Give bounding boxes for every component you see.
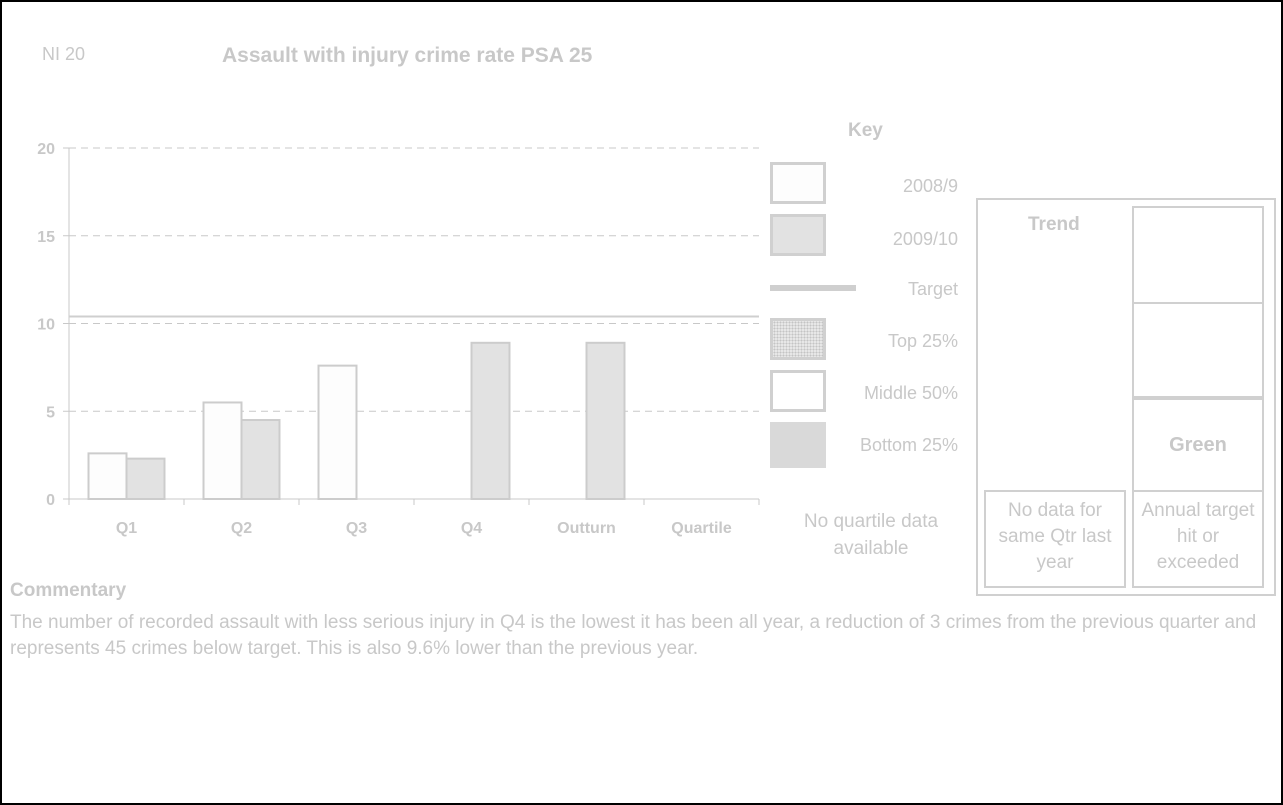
- x-tick-label: Q4: [461, 520, 482, 537]
- indicator-code: NI 20: [42, 44, 86, 64]
- y-tick-label: 20: [37, 141, 55, 158]
- trend-right-caption-box: [1132, 490, 1264, 588]
- trend-title: Trend: [1028, 214, 1080, 235]
- bar-2009-10-q4: [470, 341, 511, 500]
- bar-2008-9-q1: [87, 452, 128, 500]
- bar-2009-10-outturn: [585, 341, 626, 500]
- trend-box-top: [1132, 206, 1264, 304]
- key-swatch-bottom-25: [770, 422, 826, 468]
- key-title: Key: [848, 120, 883, 141]
- x-tick-label: Outturn: [557, 520, 616, 537]
- key-label-2009-10: 2009/10: [892, 229, 958, 249]
- key-label-top-25: Top 25%: [887, 331, 958, 351]
- trend-status: Green: [1169, 434, 1227, 456]
- y-tick-label: 0: [46, 492, 55, 509]
- y-tick-label: 15: [37, 229, 55, 246]
- trend-left-caption-box: [984, 490, 1126, 588]
- bar-2009-10-q2: [240, 419, 281, 500]
- key-label-2008-9: 2008/9: [902, 176, 958, 196]
- key-swatch-2009-10: [770, 214, 826, 256]
- trend-panel: [976, 198, 1276, 596]
- trend-left-caption: No data for same Qtr last year: [998, 500, 1112, 573]
- key-swatch-top-25: [770, 318, 826, 360]
- x-tick-label: Quartile: [671, 520, 732, 537]
- key-label-target: Target: [907, 279, 958, 299]
- no-quartile-note: No quartile data available: [803, 511, 939, 559]
- key-label-bottom-25: Bottom 25%: [859, 435, 958, 455]
- bar-2008-9-q3: [317, 364, 358, 500]
- page-title: Assault with injury crime rate PSA 25: [222, 44, 593, 67]
- key-swatch-2008-9: [770, 162, 826, 204]
- y-tick-label: 5: [46, 404, 55, 421]
- commentary-text: The number of recorded assault with less…: [10, 612, 1257, 659]
- x-tick-label: Q3: [346, 520, 367, 537]
- commentary-heading: Commentary: [10, 580, 127, 601]
- key-swatch-middle-50: [770, 370, 826, 412]
- x-tick-label: Q1: [116, 520, 137, 537]
- key-swatch-target: [770, 285, 856, 291]
- bar-2008-9-q2: [202, 401, 243, 501]
- bar-2009-10-q1: [125, 457, 166, 501]
- y-tick-label: 10: [37, 317, 55, 334]
- trend-box-middle: [1132, 302, 1264, 398]
- key-label-middle-50: Middle 50%: [863, 383, 958, 403]
- trend-right-caption: Annual target hit or exceeded: [1141, 500, 1255, 573]
- x-tick-label: Q2: [231, 520, 252, 537]
